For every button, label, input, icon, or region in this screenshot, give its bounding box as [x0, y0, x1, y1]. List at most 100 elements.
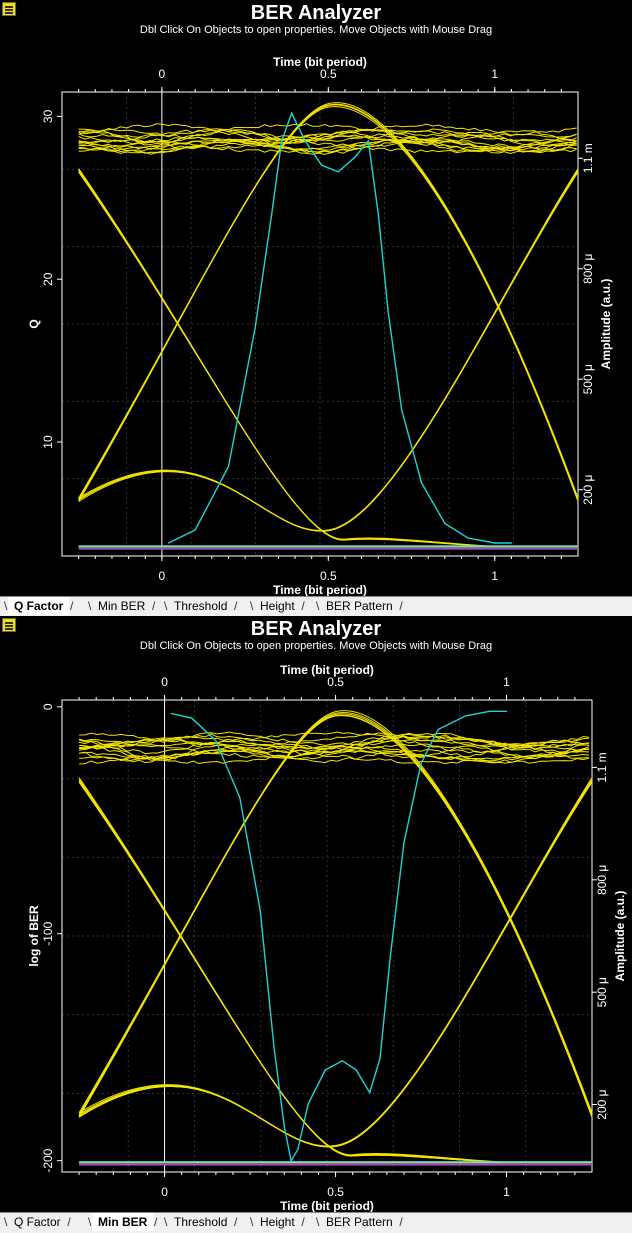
series-point: [291, 112, 293, 114]
series-point: [369, 1091, 371, 1094]
series-point: [377, 213, 379, 215]
eye-trace-arc: [78, 103, 579, 500]
y2-tick-label: 800 μ: [595, 865, 609, 895]
eye-trace-high: [78, 134, 577, 150]
x-tick-label: 1: [503, 1185, 510, 1199]
x-tick-label: 1: [491, 569, 498, 583]
series-point: [389, 955, 391, 958]
y2-axis-title: Amplitude (a.u.): [613, 891, 627, 982]
eye-trace-fall: [78, 170, 579, 550]
eye-trace-arc: [78, 103, 579, 500]
y-tick-label: -100: [41, 921, 55, 945]
y2-tick-label: 200 μ: [581, 474, 595, 504]
eye-trace-rise: [78, 170, 579, 532]
tab-ber-pattern[interactable]: BER Pattern: [316, 1213, 402, 1231]
panel-header: BER Analyzer Dbl Click On Objects to ope…: [0, 616, 632, 654]
eye-trace-high: [79, 732, 590, 748]
series-line-q_factor: [168, 111, 512, 544]
series-point: [290, 1160, 292, 1162]
eye-trace-arc: [78, 712, 593, 1115]
eye-diagram: [78, 102, 579, 550]
series-point: [215, 740, 217, 742]
eye-trace-fall: [78, 781, 593, 1166]
min-ber-chart[interactable]: 0 0 0.5 0.5 1 1 0 -100 -200 200 μ 500 μ 800 μ 1.1 m T…: [0, 616, 632, 1216]
q-factor-chart[interactable]: 0 0 0.5 0.5 1 1 10 20 30 200 μ 500 μ 800 μ 1.1 m Time…: [0, 0, 632, 596]
eye-diagram: [78, 710, 593, 1166]
eye-trace-fall: [78, 169, 579, 550]
eye-trace-arc: [78, 104, 579, 501]
eye-trace-rise: [78, 169, 579, 532]
chart-tabstrip: Q Factor Min BER Threshold Height BER Pa…: [0, 1212, 632, 1233]
eye-trace-fall: [78, 777, 593, 1166]
tab-threshold[interactable]: Threshold: [164, 1213, 238, 1231]
eye-trace-arc: [78, 714, 593, 1118]
eye-trace-rise: [78, 169, 579, 532]
eye-trace-fall: [78, 168, 579, 550]
series-point: [324, 1069, 326, 1071]
eye-trace-rise: [78, 168, 579, 532]
eye-trace-rise: [78, 777, 593, 1147]
tab-height[interactable]: Height: [250, 1213, 304, 1231]
chart-grid: [62, 92, 578, 556]
panel-header: BER Analyzer Dbl Click On Objects to ope…: [0, 0, 632, 38]
eye-trace-high: [78, 735, 590, 750]
tab-threshold[interactable]: Threshold: [164, 597, 238, 615]
eye-trace-rise: [78, 171, 579, 532]
x-tick-label-top: 1: [503, 675, 510, 689]
y2-tick-label: 200 μ: [595, 1089, 609, 1119]
y-tick-label: 0: [41, 703, 55, 710]
series-point: [191, 717, 193, 719]
eye-trace-arc: [78, 715, 593, 1118]
series-point: [379, 1057, 381, 1060]
tab-min-ber[interactable]: Min BER: [88, 1213, 158, 1231]
series-point: [367, 140, 369, 142]
series-point: [227, 465, 230, 468]
x-tick-label-top: 0: [161, 675, 168, 689]
series-point: [194, 529, 196, 531]
eye-trace-high: [78, 123, 577, 138]
tab-min-ber[interactable]: Min BER: [88, 597, 156, 615]
y2-tick-label: 800 μ: [581, 254, 595, 284]
y-tick-label: 20: [41, 272, 55, 286]
eye-trace-fall: [78, 780, 593, 1166]
series-point: [403, 842, 405, 844]
series-point: [444, 522, 446, 525]
tab-q-factor[interactable]: Q Factor: [4, 1213, 70, 1231]
x-axis-title: Time (bit period): [280, 1199, 374, 1213]
tab-q-factor[interactable]: Q Factor: [4, 597, 74, 615]
x-tick-label: 0: [159, 569, 166, 583]
series-point: [400, 408, 403, 411]
eye-trace-rise: [78, 781, 593, 1148]
eye-trace-arc: [78, 102, 579, 499]
x-tick-label: 0.5: [320, 569, 337, 583]
y-tick-label: 10: [41, 435, 55, 449]
series-point: [420, 482, 423, 484]
series-point: [273, 1046, 275, 1048]
series-point: [259, 910, 261, 912]
series-point: [304, 140, 306, 142]
ber-analyzer-panel-q-factor: BER Analyzer Dbl Click On Objects to ope…: [0, 0, 632, 596]
eye-trace-rise: [78, 779, 593, 1147]
eye-trace-high: [79, 743, 590, 758]
x-tick-label-top: 0: [159, 67, 166, 81]
eye-trace-arc: [78, 713, 593, 1116]
eye-trace-high: [78, 731, 590, 747]
series-point: [239, 796, 241, 799]
series-point: [354, 156, 356, 158]
series-point: [387, 311, 389, 313]
eye-trace-arc: [78, 714, 593, 1118]
panel-subtitle: Dbl Click On Objects to open properties.…: [139, 24, 493, 36]
x-axis-title: Time (bit period): [273, 583, 367, 596]
eye-trace-rise: [78, 781, 593, 1148]
eye-trace-high: [79, 748, 590, 764]
eye-trace-fall: [78, 171, 579, 550]
chart-grid: [62, 700, 592, 1172]
plot-frame: [61, 699, 593, 1173]
eye-trace-arc: [78, 104, 579, 501]
eye-trace-rise: [78, 170, 579, 532]
tab-height[interactable]: Height: [250, 597, 304, 615]
tab-ber-pattern[interactable]: BER Pattern: [316, 597, 402, 615]
series-point: [488, 710, 491, 712]
series-point: [337, 171, 339, 173]
y2-tick-label: 500 μ: [581, 364, 595, 394]
